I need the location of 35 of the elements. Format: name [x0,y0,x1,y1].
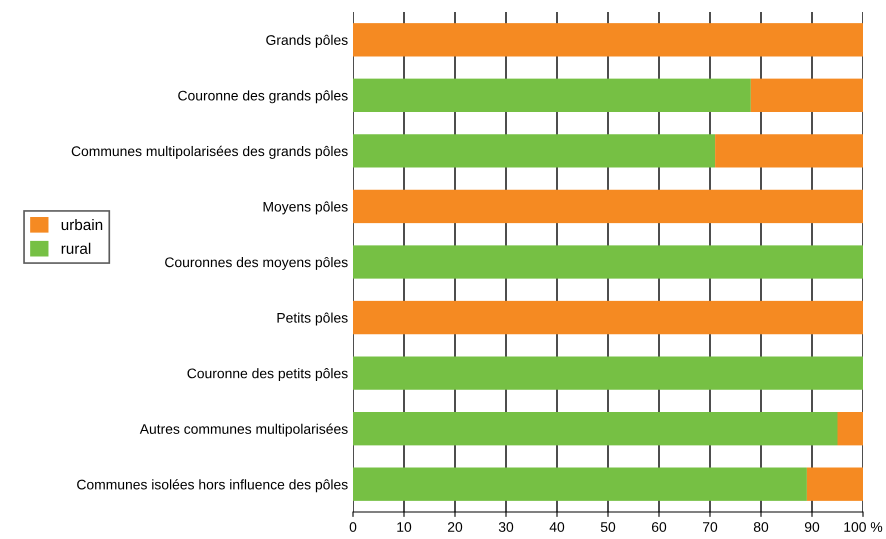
bar [353,78,751,112]
y-tick-label: Grands pôles [266,34,348,48]
bar [353,23,863,56]
y-tick-label: Autres communes multipolarisées [140,424,348,437]
bar [353,356,863,390]
bar [353,300,863,334]
bar [838,412,863,446]
bar [715,134,863,168]
bar [353,468,807,501]
x-tick-label: 60 [652,522,666,532]
x-tick-label: 80 [754,522,768,532]
x-tick-label: 70 [702,522,718,532]
y-tick-label: Petits pôles [277,312,348,326]
y-tick-label: Communes multipolarisées des grands pôles [72,146,348,159]
x-tick-label: 50 [600,522,616,532]
x-tick-label: 100 % [844,522,882,532]
x-tick-label: 10 [397,522,412,532]
x-tick-label: 20 [448,522,462,532]
y-tick-label: Moyens pôles [264,201,348,214]
x-tick-label: 40 [550,522,564,532]
y-tick-label: Couronnes des moyens pôles [165,256,348,270]
x-tick-label: 90 [804,522,820,532]
bar [353,190,863,224]
legend-label: urbain [62,218,102,230]
x-tick-label: 0 [350,522,356,532]
x-tick-label: 30 [498,522,514,532]
bar [806,468,863,501]
y-tick-label: Communes isolées hors influence des pôles [77,479,348,492]
bar [353,245,863,279]
y-tick-label: Couronne des petits pôles [187,368,348,382]
legend-label: rural [62,242,90,254]
bar [353,134,716,168]
bar [750,78,863,112]
bar [353,412,838,446]
y-tick-label: Couronne des grands pôles [178,90,348,104]
